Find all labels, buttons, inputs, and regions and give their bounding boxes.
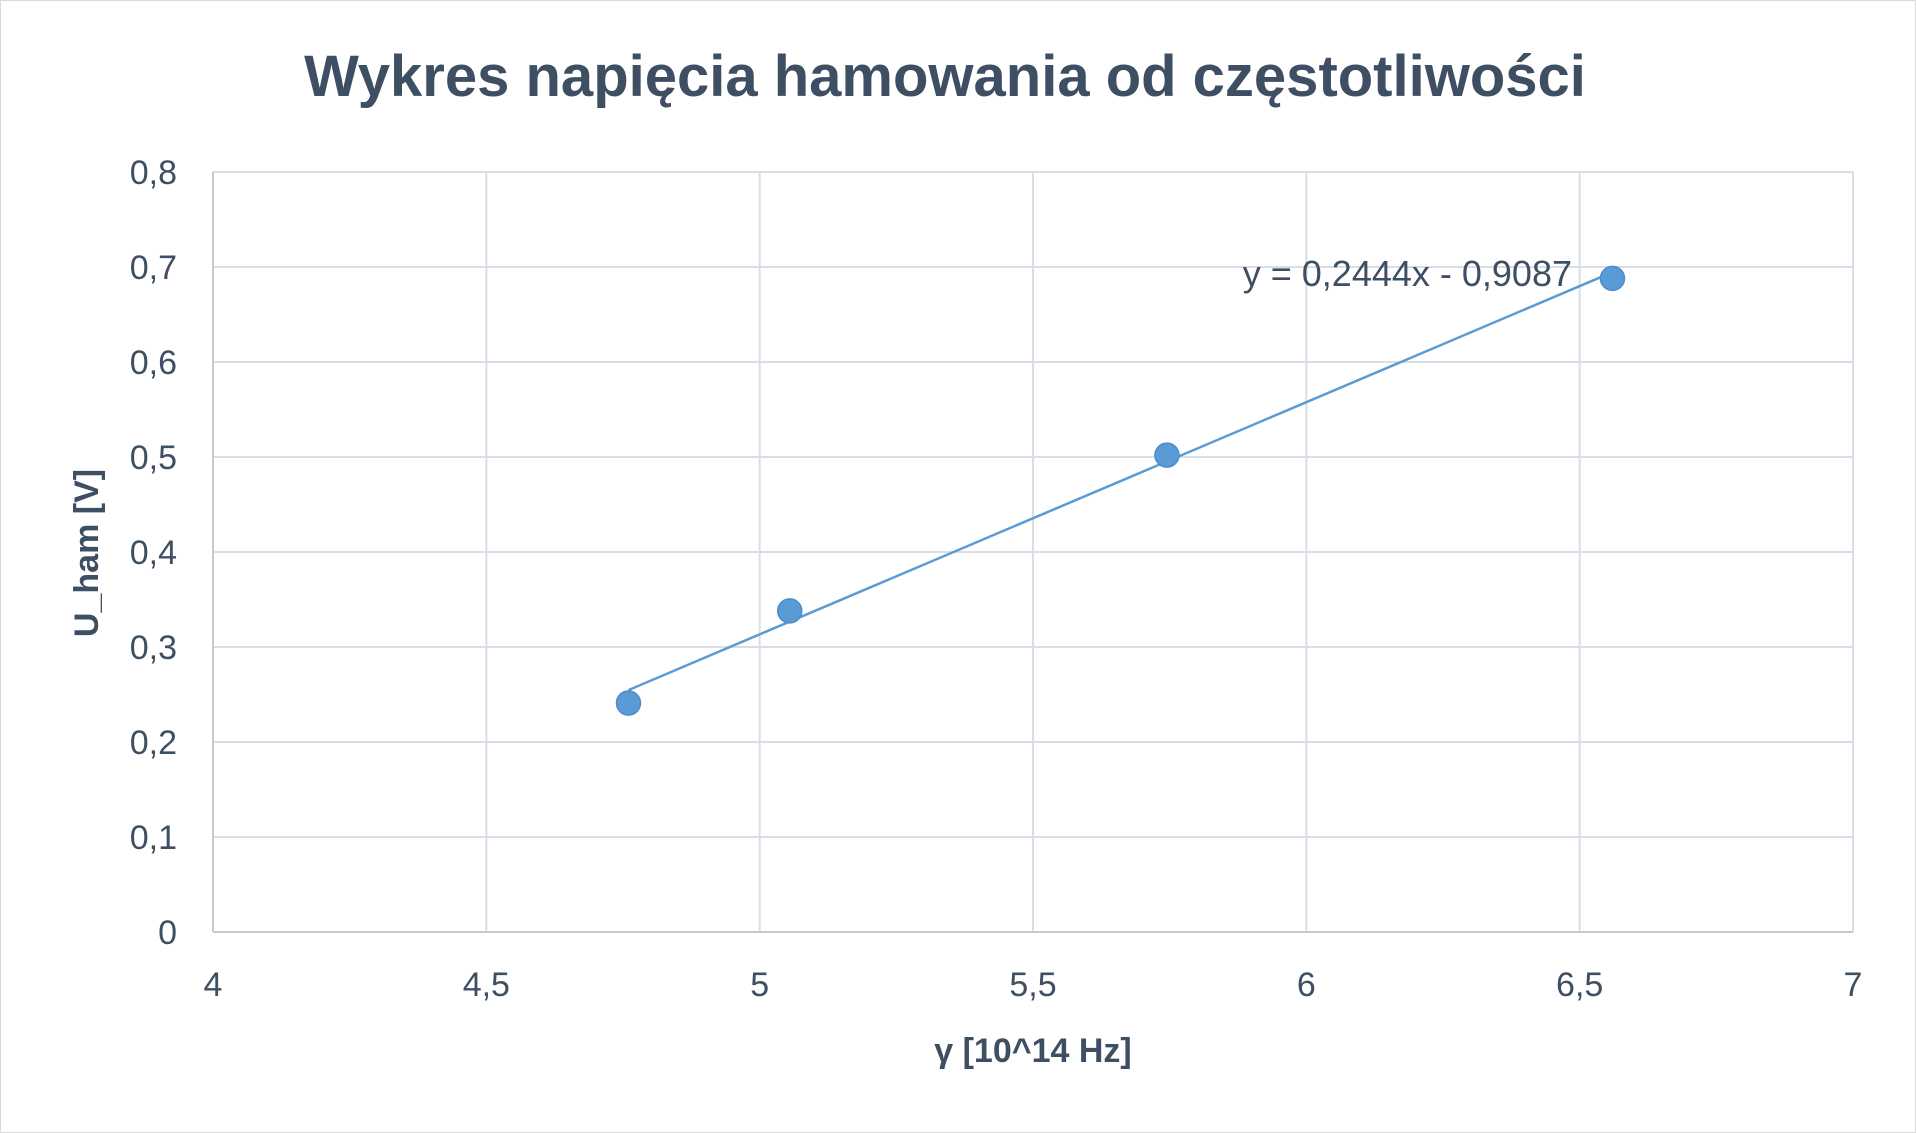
trendline-equation-label: y = 0,2444x - 0,9087: [1243, 253, 1572, 294]
x-axis-title: γ [10^14 Hz]: [934, 1032, 1132, 1070]
x-tick-label: 4: [204, 966, 223, 1004]
x-tick-label: 6: [1297, 966, 1316, 1004]
y-tick-label: 0,7: [130, 249, 177, 287]
x-tick-label: 5: [750, 966, 769, 1004]
x-tick-label: 4,5: [463, 966, 510, 1004]
axis-layer: [212, 172, 1853, 933]
linear-trendline: [627, 271, 1613, 692]
x-tick-label: 5,5: [1009, 966, 1056, 1004]
data-point: [776, 598, 803, 624]
x-tick-label: 7: [1844, 966, 1863, 1004]
data-points: [615, 265, 1626, 716]
chart-title: Wykres napięcia hamowania od częstotliwo…: [304, 44, 1586, 109]
data-point: [615, 690, 642, 716]
y-tick-label: 0,8: [130, 154, 177, 192]
y-tick-label: 0,2: [130, 724, 177, 762]
grid-layer: [213, 171, 1854, 932]
y-tick-label: 0,1: [130, 819, 177, 857]
y-tick-labels: 0 0,1 0,2 0,3 0,4 0,5 0,6 0,7 0,8: [130, 154, 177, 952]
y-tick-label: 0,6: [130, 344, 177, 382]
data-point: [1154, 442, 1180, 468]
y-tick-label: 0: [158, 914, 177, 952]
y-tick-label: 0,5: [130, 439, 177, 477]
y-tick-label: 0,4: [130, 534, 177, 572]
x-tick-labels: 4 4,5 5 5,5 6 6,5 7: [204, 966, 1863, 1004]
x-tick-label: 6,5: [1556, 966, 1603, 1004]
y-axis-title: U_ham [V]: [68, 469, 106, 637]
y-tick-label: 0,3: [130, 629, 177, 667]
data-point: [1599, 265, 1626, 292]
trendline-layer: [627, 271, 1613, 692]
